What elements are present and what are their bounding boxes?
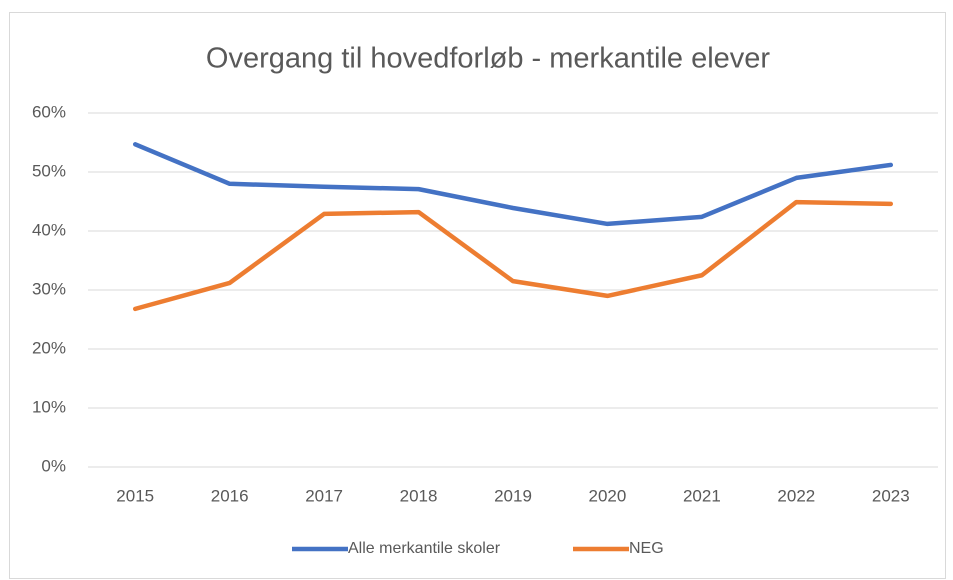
- x-tick-label: 2017: [305, 486, 343, 505]
- x-tick-label: 2016: [211, 486, 249, 505]
- legend-label: NEG: [629, 540, 664, 557]
- y-tick-label: 50%: [32, 161, 66, 180]
- chart-title: Overgang til hovedforløb - merkantile el…: [206, 43, 770, 75]
- legend-label: Alle merkantile skoler: [348, 540, 501, 557]
- x-tick-label: 2019: [494, 486, 532, 505]
- x-tick-label: 2022: [777, 486, 815, 505]
- y-tick-label: 0%: [41, 456, 66, 475]
- y-tick-label: 20%: [32, 338, 66, 357]
- y-tick-label: 40%: [32, 220, 66, 239]
- y-tick-label: 30%: [32, 279, 66, 298]
- x-tick-label: 2023: [872, 486, 910, 505]
- chart-border: [9, 12, 946, 579]
- x-tick-label: 2015: [116, 486, 154, 505]
- y-tick-label: 60%: [32, 102, 66, 121]
- y-tick-label: 10%: [32, 397, 66, 416]
- x-tick-label: 2020: [589, 486, 627, 505]
- series-line: [132, 199, 894, 312]
- x-tick-label: 2021: [683, 486, 721, 505]
- series-line: [132, 142, 894, 227]
- x-tick-label: 2018: [400, 486, 438, 505]
